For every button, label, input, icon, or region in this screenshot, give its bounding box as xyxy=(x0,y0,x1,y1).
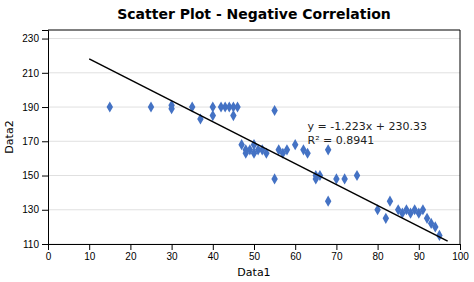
chart: 0 10 20 30 40 50 60 70 80 90 100 110 130 150 170 190 210… xyxy=(0,0,474,282)
scatter-point xyxy=(230,110,236,121)
scatter-point xyxy=(354,170,360,181)
tick: 190 xyxy=(22,102,48,113)
title: Scatter Plot - Negative Correlation xyxy=(117,6,391,22)
tick: 60 xyxy=(290,244,302,262)
tick-mark xyxy=(419,244,420,250)
tick-label: 90 xyxy=(414,251,426,262)
tick-label: 20 xyxy=(125,251,137,262)
tick-mark xyxy=(336,244,337,250)
tick-label: 80 xyxy=(373,251,385,262)
annotation: y = -1.223x + 230.33R² = 0.8941 xyxy=(308,120,427,147)
tick-label: 190 xyxy=(22,102,39,113)
grid xyxy=(48,39,460,244)
tick-mark xyxy=(460,244,461,250)
axis-line xyxy=(49,245,461,251)
scatter-point xyxy=(304,148,310,159)
tick-label: 100 xyxy=(452,251,469,262)
scatter-point xyxy=(420,204,426,215)
tick-label: 130 xyxy=(22,204,39,215)
scatter-point xyxy=(284,144,290,155)
tick: 30 xyxy=(167,244,179,262)
scatter-point xyxy=(325,196,331,207)
tick: 0 xyxy=(46,244,52,262)
scatter-point xyxy=(234,101,240,112)
tick-label: 10 xyxy=(84,251,96,262)
tick-mark xyxy=(130,244,131,250)
tick-label: 150 xyxy=(22,170,39,181)
tick: 70 xyxy=(331,244,343,262)
tick-label: 210 xyxy=(22,68,39,79)
axis-line xyxy=(42,31,49,245)
tick: 50 xyxy=(249,244,261,262)
annotation-line: y = -1.223x + 230.33 xyxy=(308,120,427,133)
scatter-point xyxy=(107,101,113,112)
tick-mark xyxy=(378,244,379,250)
tick: 80 xyxy=(373,244,385,262)
tick-mark xyxy=(295,244,296,250)
tick-mark xyxy=(42,244,48,245)
frame-line xyxy=(460,30,461,244)
tick: 20 xyxy=(125,244,137,262)
y-axis: 110 130 150 170 190 210 230 xyxy=(22,31,48,250)
grid-line xyxy=(48,72,460,73)
tick: 230 xyxy=(22,33,48,44)
tick: 100 xyxy=(452,244,469,262)
tick: 170 xyxy=(22,136,48,147)
tick-mark xyxy=(42,107,48,108)
scatter-point xyxy=(168,103,174,114)
plot: 0 10 20 30 40 50 60 70 80 90 100 110 130 150 170 190 210… xyxy=(22,30,469,262)
annotation-line: R² = 0.8941 xyxy=(308,134,375,147)
tick: 210 xyxy=(22,68,48,79)
grid-line xyxy=(48,38,460,39)
tick-mark xyxy=(172,244,173,250)
scatter-point xyxy=(271,173,277,184)
tick-mark xyxy=(42,176,48,177)
scatter-point xyxy=(432,221,438,232)
scatter-point xyxy=(341,173,347,184)
scatter-series xyxy=(107,100,443,241)
x-axis: 0 10 20 30 40 50 60 70 80 90 100 xyxy=(46,244,470,262)
x-axis-label: Data1 xyxy=(237,266,270,279)
tick: 10 xyxy=(84,244,96,262)
tick-label: 30 xyxy=(167,251,179,262)
tick: 90 xyxy=(414,244,426,262)
tick: 40 xyxy=(208,244,220,262)
tick-mark xyxy=(42,73,48,74)
tick-mark xyxy=(254,244,255,250)
tick-label: 170 xyxy=(22,136,39,147)
tick-label: 70 xyxy=(331,251,343,262)
tick-mark xyxy=(213,244,214,250)
frame-line xyxy=(48,30,460,31)
tick-mark xyxy=(42,39,48,40)
tick-label: 230 xyxy=(22,33,39,44)
scatter-point xyxy=(387,196,393,207)
grid-line xyxy=(48,175,460,176)
trend-line xyxy=(89,59,447,241)
tick: 150 xyxy=(22,170,48,181)
scatter-point xyxy=(148,101,154,112)
tick-label: 110 xyxy=(23,239,39,250)
tick-label: 0 xyxy=(46,251,52,262)
marks xyxy=(89,59,447,241)
tick: 130 xyxy=(22,204,48,215)
scatter-point xyxy=(271,105,277,116)
y-axis-label: Data2 xyxy=(3,120,16,153)
tick-mark xyxy=(89,244,90,250)
tick-label: 60 xyxy=(290,251,302,262)
tick-mark xyxy=(42,210,48,211)
scatter-point xyxy=(292,139,298,150)
scatter-point xyxy=(383,213,389,224)
scatter-point xyxy=(210,110,216,121)
tick-label: 50 xyxy=(249,251,261,262)
tick: 110 xyxy=(23,239,48,250)
tick-mark xyxy=(42,141,48,142)
tick-label: 40 xyxy=(208,251,220,262)
